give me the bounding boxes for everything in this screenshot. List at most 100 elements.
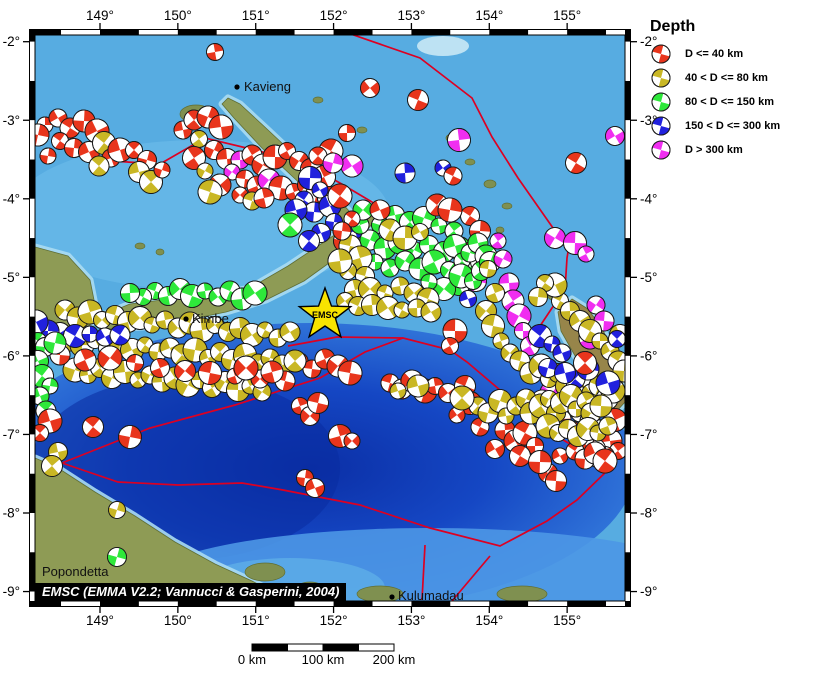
focal-mechanism xyxy=(577,245,595,263)
focal-mechanism xyxy=(305,478,325,498)
lat-tick-label: -5° xyxy=(640,270,657,285)
town-label: Kulumadau xyxy=(398,588,464,603)
map-frame xyxy=(29,29,631,607)
focal-mechanism xyxy=(327,248,353,274)
lon-tick-label: 152° xyxy=(320,613,348,628)
focal-mechanism xyxy=(481,314,505,338)
lon-tick-label: 154° xyxy=(475,8,503,23)
legend-item-label: 150 < D <= 300 km xyxy=(685,120,781,132)
lat-tick-label: -6° xyxy=(3,348,20,363)
lon-tick-label: 155° xyxy=(553,8,581,23)
focal-mechanism xyxy=(126,354,144,372)
focal-mechanism xyxy=(443,166,463,186)
focal-mechanism xyxy=(43,331,67,355)
focal-mechanism xyxy=(97,345,123,371)
focal-mechanism xyxy=(322,152,344,174)
lon-tick-label: 149° xyxy=(86,613,114,628)
lat-tick-label: -4° xyxy=(640,191,657,206)
focal-mechanism xyxy=(393,301,411,319)
island xyxy=(464,158,476,166)
focal-mechanism xyxy=(150,358,170,378)
town-label: Kavieng xyxy=(244,79,291,94)
focal-mechanism xyxy=(307,392,329,414)
legend-item-label: D > 300 km xyxy=(685,144,743,156)
focal-mechanism xyxy=(459,290,477,308)
focal-mechanism xyxy=(421,249,447,275)
focal-mechanism xyxy=(109,324,131,346)
focal-mechanism xyxy=(437,197,463,223)
legend-beachball-icon xyxy=(651,92,671,112)
lat-tick-label: -7° xyxy=(640,427,657,442)
focal-mechanism xyxy=(208,114,234,140)
focal-mechanism xyxy=(406,374,430,398)
lat-tick-label: -9° xyxy=(3,584,20,599)
focal-mechanism xyxy=(73,348,97,372)
focal-mechanism xyxy=(63,324,87,348)
lat-tick-label: -2° xyxy=(640,34,657,49)
lon-tick-label: 153° xyxy=(397,613,425,628)
focal-mechanism xyxy=(479,260,497,278)
new-guinea-mainland xyxy=(35,457,291,601)
focal-mechanism xyxy=(506,303,532,329)
focal-mechanism xyxy=(573,351,597,375)
attribution-bar: EMSC (EMMA V2.2; Vannucci & Gasperini, 2… xyxy=(35,583,347,601)
focal-mechanism xyxy=(82,416,104,438)
focal-mechanism xyxy=(343,210,361,228)
focal-mechanism xyxy=(277,212,303,238)
island xyxy=(134,242,146,250)
lon-tick-label: 154° xyxy=(475,613,503,628)
focal-mechanism xyxy=(198,361,222,385)
focal-mechanism xyxy=(51,132,69,150)
lat-tick-label: -7° xyxy=(3,427,20,442)
town-label: Popondetta xyxy=(42,564,109,579)
focal-mechanism xyxy=(565,152,587,174)
island xyxy=(312,96,324,104)
focal-mechanism xyxy=(528,287,548,307)
focal-mechanism xyxy=(551,447,569,465)
focal-mechanism xyxy=(442,318,468,344)
focal-mechanism xyxy=(120,283,140,303)
focal-mechanism xyxy=(39,147,57,165)
focal-mechanism xyxy=(394,162,416,184)
focal-mechanism xyxy=(489,232,507,250)
lat-tick-label: -5° xyxy=(3,270,20,285)
legend-item: D > 300 km xyxy=(650,138,814,162)
lon-tick-label: 150° xyxy=(164,613,192,628)
focal-mechanism xyxy=(441,337,459,355)
focal-mechanism xyxy=(308,146,328,166)
map-interior: EMSC Kavieng Kimbe Popondetta Kulumadau xyxy=(35,35,625,603)
scalebar-label: 200 km xyxy=(373,652,416,667)
focal-mechanism xyxy=(407,89,429,111)
scalebar-segment xyxy=(358,643,395,652)
focal-mechanism xyxy=(327,183,353,209)
focal-mechanism xyxy=(430,217,448,235)
focal-mechanism xyxy=(447,128,471,152)
lon-tick-label: 150° xyxy=(164,8,192,23)
lon-tick-label: 149° xyxy=(86,8,114,23)
focal-mechanism xyxy=(153,161,171,179)
lat-tick-label: -4° xyxy=(3,191,20,206)
town-dot xyxy=(183,316,189,322)
focal-mechanism xyxy=(538,358,558,378)
plate-boundary xyxy=(421,544,426,601)
focal-mechanism xyxy=(256,321,274,339)
focal-mechanism xyxy=(554,362,576,384)
focal-mechanism xyxy=(493,249,513,269)
focal-mechanism xyxy=(108,501,126,519)
focal-mechanism xyxy=(338,124,356,142)
legend-beachball-icon xyxy=(651,140,671,160)
island xyxy=(501,202,513,210)
focal-mechanism xyxy=(107,547,127,567)
focal-mechanism xyxy=(376,296,400,320)
focal-mechanism xyxy=(528,450,552,474)
focal-mechanism xyxy=(125,141,143,159)
focal-mechanism xyxy=(41,455,63,477)
plate-boundary xyxy=(61,462,611,547)
focal-mechanism xyxy=(595,370,621,396)
focal-mechanism xyxy=(605,126,625,146)
focal-mechanism xyxy=(206,43,224,61)
lon-tick-label: 153° xyxy=(397,8,425,23)
focal-mechanism xyxy=(242,280,268,306)
